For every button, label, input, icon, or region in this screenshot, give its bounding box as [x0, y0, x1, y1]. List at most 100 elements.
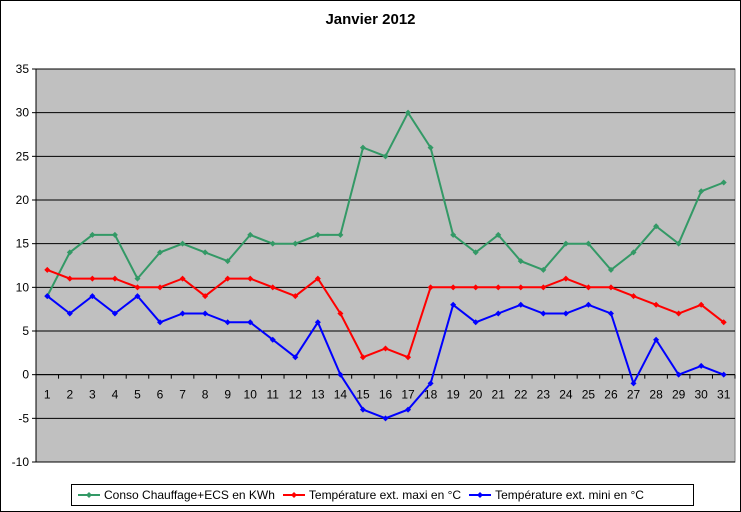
data-point — [134, 293, 141, 300]
data-point — [653, 223, 660, 230]
x-tick-label: 30 — [694, 388, 708, 402]
legend: Conso Chauffage+ECS en KWh Température ex… — [71, 484, 694, 506]
data-point — [224, 275, 231, 282]
data-point — [382, 345, 389, 352]
data-point — [269, 336, 276, 343]
data-point — [269, 284, 276, 291]
data-point — [202, 310, 209, 317]
data-point — [111, 275, 118, 282]
data-point — [66, 275, 73, 282]
data-point — [337, 310, 344, 317]
data-point — [337, 371, 344, 378]
data-point — [562, 275, 569, 282]
data-point — [540, 310, 547, 317]
data-point — [720, 179, 727, 186]
data-point — [247, 319, 254, 326]
data-point — [66, 249, 73, 256]
data-point — [202, 249, 209, 256]
data-point — [89, 231, 96, 238]
data-point — [450, 231, 457, 238]
y-tick-label: 5 — [22, 324, 29, 338]
plot-area — [35, 68, 736, 463]
x-tick-label: 31 — [717, 388, 731, 402]
data-point — [472, 319, 479, 326]
data-point — [157, 249, 164, 256]
data-point — [247, 275, 254, 282]
x-tick-label: 27 — [627, 388, 641, 402]
x-tick-label: 24 — [559, 388, 573, 402]
x-tick-label: 17 — [401, 388, 415, 402]
data-point — [337, 231, 344, 238]
data-point — [427, 284, 434, 291]
data-point — [517, 258, 524, 265]
x-tick-label: 7 — [179, 388, 186, 402]
data-point — [89, 293, 96, 300]
legend-label: Température ext. maxi en °C — [308, 488, 462, 502]
data-point — [653, 336, 660, 343]
data-point — [405, 109, 412, 116]
x-tick-label: 26 — [604, 388, 618, 402]
data-point — [450, 284, 457, 291]
legend-item-2: Température ext. maxi en °C — [282, 488, 462, 502]
y-tick-label: 30 — [16, 106, 30, 120]
data-point — [698, 301, 705, 308]
data-point — [698, 362, 705, 369]
data-point — [540, 284, 547, 291]
data-point — [630, 380, 637, 387]
data-point — [44, 293, 51, 300]
data-point — [562, 310, 569, 317]
x-tick-label: 28 — [649, 388, 663, 402]
data-point — [359, 406, 366, 413]
data-point — [607, 284, 614, 291]
x-tick-label: 13 — [311, 388, 325, 402]
data-point — [382, 415, 389, 422]
data-point — [675, 310, 682, 317]
data-point — [517, 284, 524, 291]
x-tick-label: 1 — [44, 388, 51, 402]
legend-swatch — [282, 492, 305, 498]
x-tick-label: 19 — [446, 388, 460, 402]
x-tick-label: 9 — [224, 388, 231, 402]
legend-swatch — [78, 492, 100, 498]
data-point — [382, 153, 389, 160]
data-point — [698, 188, 705, 195]
data-point — [314, 275, 321, 282]
data-point — [720, 319, 727, 326]
y-tick-label: 20 — [16, 193, 30, 207]
data-point — [405, 406, 412, 413]
data-point — [224, 319, 231, 326]
data-point — [472, 284, 479, 291]
x-tick-label: 11 — [267, 388, 280, 402]
x-tick-label: 4 — [112, 388, 119, 402]
data-point — [359, 354, 366, 361]
data-point — [585, 284, 592, 291]
x-tick-label: 25 — [582, 388, 596, 402]
data-point — [292, 293, 299, 300]
data-point — [472, 249, 479, 256]
data-point — [111, 310, 118, 317]
y-tick-label: -5 — [18, 411, 29, 425]
data-point — [607, 310, 614, 317]
y-tick-label: 35 — [16, 62, 30, 76]
x-tick-label: 2 — [66, 388, 73, 402]
data-point — [359, 144, 366, 151]
data-point — [427, 380, 434, 387]
data-point — [292, 240, 299, 247]
x-tick-label: 3 — [89, 388, 96, 402]
data-point — [224, 258, 231, 265]
y-tick-label: 25 — [16, 149, 30, 163]
x-tick-label: 6 — [157, 388, 164, 402]
x-tick-label: 12 — [289, 388, 303, 402]
legend-item-1: Conso Chauffage+ECS en KWh — [78, 488, 275, 502]
data-point — [495, 231, 502, 238]
chart-title: Janvier 2012 — [325, 11, 416, 28]
data-point — [179, 275, 186, 282]
x-tick-label: 8 — [202, 388, 209, 402]
legend-swatch — [469, 492, 492, 498]
data-point — [653, 301, 660, 308]
data-point — [405, 354, 412, 361]
data-point — [427, 144, 434, 151]
data-point — [630, 293, 637, 300]
data-point — [675, 371, 682, 378]
